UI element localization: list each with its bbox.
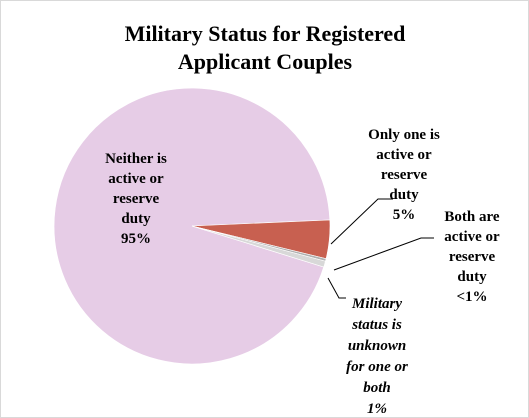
- slice-label-neither-line-4: duty: [121, 211, 151, 227]
- slice-percent-one: 5%: [393, 207, 416, 223]
- slice-label-one-line-4: duty: [389, 187, 419, 203]
- pie-slice-unknown: [191, 225, 326, 268]
- slice-label-unknown-line-3: unknown: [348, 338, 406, 354]
- pie-slice-neither: [53, 87, 331, 365]
- slice-label-unknown-line-4: for one or: [346, 359, 408, 375]
- leader-line-one: [330, 198, 393, 245]
- slice-label-both-line-1: Both are: [444, 209, 499, 225]
- chart-title: Military Status for Registered Applicant…: [125, 21, 406, 74]
- slice-label-unknown-line-2: status is: [351, 317, 402, 333]
- slice-label-neither-line-2: active or: [108, 171, 164, 187]
- leader-line-both: [333, 237, 434, 271]
- slice-label-one-line-1: Only one is: [368, 127, 440, 143]
- slice-label-neither-line-3: reserve: [113, 191, 160, 207]
- leader-line-unknown: [327, 277, 346, 299]
- chart-title-line-2: Applicant Couples: [178, 49, 353, 74]
- slice-label-unknown-line-5: both: [363, 380, 391, 396]
- slice-percent-neither: 95%: [121, 231, 151, 247]
- slice-percent-both: <1%: [456, 289, 487, 305]
- slice-label-one-line-2: active or: [376, 147, 432, 163]
- slice-label-one-line-3: reserve: [381, 167, 428, 183]
- slice-label-neither-line-1: Neither is: [105, 151, 167, 167]
- slice-label-both-line-4: duty: [457, 269, 487, 285]
- chart-title-line-1: Military Status for Registered: [125, 21, 406, 46]
- slice-label-both-line-2: active or: [444, 229, 500, 245]
- slice-percent-unknown: 1%: [367, 401, 387, 417]
- slice-label-both-line-3: reserve: [449, 249, 496, 265]
- slice-label-unknown-line-1: Military: [351, 296, 402, 312]
